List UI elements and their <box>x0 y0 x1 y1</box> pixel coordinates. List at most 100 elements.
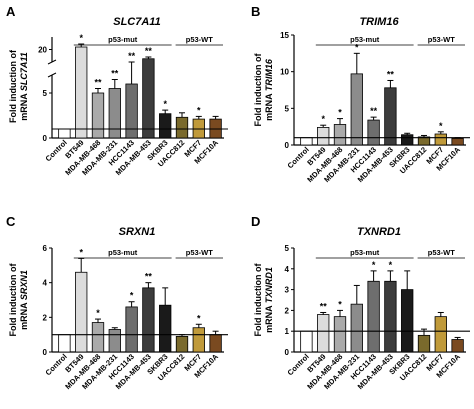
bar-bt549 <box>75 271 88 353</box>
y-tick-label: 4 <box>285 265 290 274</box>
chart-panel-b: B TRIM16 0 5 10 15 Fold induction ofmRNA TRIM1… <box>251 4 470 184</box>
significance-marker: * <box>79 33 83 43</box>
group-label-p53-wt: p53-WT <box>186 248 214 257</box>
axis-break-mark <box>47 72 57 78</box>
y-tick-label: 5 <box>285 104 290 113</box>
y-axis-label-gene: TXNRD1 <box>264 267 274 303</box>
significance-marker: * <box>355 42 359 52</box>
chart-title: SLC7A11 <box>113 16 160 28</box>
chart-panel-a: A SLC7A11 0 5 20 Fold induction ofmRNA SLC7A1… <box>6 4 228 177</box>
y-axis-label-line1: Fold induction of <box>253 263 263 337</box>
bar-hcc1143 <box>125 306 138 353</box>
group-label-p53-wt: p53-WT <box>186 35 214 44</box>
significance-marker: ** <box>387 69 395 79</box>
significance-marker: ** <box>370 106 378 116</box>
y-tick-label: 0 <box>43 134 48 143</box>
y-tick-label: 0 <box>285 141 290 150</box>
bar-control <box>300 330 313 353</box>
y-axis-label-gene: TRIM16 <box>264 58 274 91</box>
bar-mda-mb-468 <box>333 316 347 353</box>
panel-letter: B <box>251 4 260 19</box>
group-label-p53-mut: p53-mut <box>108 248 138 257</box>
group-label-p53-mut: p53-mut <box>350 35 380 44</box>
panel-letter: A <box>6 4 16 19</box>
bar-mda-mb-453 <box>142 287 155 353</box>
bar-mcf7 <box>434 316 447 353</box>
bar-bt549 <box>75 46 88 139</box>
axis-break-mark <box>47 59 57 65</box>
y-axis-label-line2: mRNA <box>19 300 29 330</box>
y-axis-label-line2: mRNA <box>264 303 274 333</box>
bar-skbr3 <box>159 304 172 353</box>
significance-marker: ** <box>320 301 328 311</box>
x-tick-label: Control <box>44 352 69 377</box>
chart-title: TRIM16 <box>359 16 399 28</box>
significance-marker: * <box>389 260 393 270</box>
significance-marker: * <box>439 121 443 131</box>
y-tick-label: 6 <box>43 244 48 253</box>
bar-control <box>300 137 313 146</box>
bar-uacc812 <box>175 116 189 139</box>
y-axis-label-gene: SRXN1 <box>19 270 29 300</box>
bar-mda-mb-231 <box>350 73 363 146</box>
significance-marker: * <box>197 105 201 115</box>
x-tick-label: Control <box>286 145 311 170</box>
significance-marker: ** <box>145 272 153 282</box>
significance-marker: * <box>321 114 325 124</box>
bar-mda-mb-453 <box>142 58 155 139</box>
y-axis-label: Fold induction ofmRNA TRIM16 <box>253 53 274 127</box>
bar-mcf10a <box>451 339 464 353</box>
y-tick-label: 0 <box>43 348 48 357</box>
significance-marker: * <box>372 260 376 270</box>
significance-marker: * <box>79 247 83 257</box>
bar-skbr3 <box>401 289 414 353</box>
y-tick-label: 1 <box>285 327 290 336</box>
group-label-p53-mut: p53-mut <box>108 35 138 44</box>
y-axis-label: Fold induction ofmRNA SLC7A11 <box>8 49 29 123</box>
bar-uacc812 <box>417 334 431 353</box>
significance-marker: ** <box>128 51 136 61</box>
bar-hcc1143 <box>367 280 380 353</box>
significance-marker: * <box>163 99 167 109</box>
bar-mcf7 <box>192 327 205 353</box>
y-tick-label: 5 <box>43 89 48 98</box>
x-tick-label: Control <box>44 138 69 163</box>
group-label-p53-mut: p53-mut <box>350 248 380 257</box>
bar-mda-mb-468 <box>91 322 105 353</box>
significance-marker: * <box>338 108 342 118</box>
significance-marker: ** <box>94 78 102 88</box>
chart-title: TXNRD1 <box>357 226 401 238</box>
y-tick-label: 10 <box>280 68 289 77</box>
bar-skbr3 <box>401 134 414 146</box>
bar-mcf7 <box>434 133 447 146</box>
y-tick-label: 4 <box>43 279 48 288</box>
y-tick-label: 20 <box>38 46 47 55</box>
bar-mda-mb-468 <box>91 92 105 139</box>
bar-mda-mb-231 <box>108 329 121 353</box>
bar-mcf10a <box>451 137 464 146</box>
bar-uacc812 <box>175 335 189 353</box>
bar-hcc1143 <box>125 83 138 139</box>
panel-letter: D <box>251 214 260 229</box>
bar-hcc1143 <box>367 119 380 146</box>
y-tick-label: 3 <box>285 286 290 295</box>
y-tick-label: 15 <box>280 31 289 40</box>
y-axis-label-line1: Fold induction of <box>8 263 18 337</box>
bar-control <box>58 334 71 353</box>
significance-marker: ** <box>145 46 153 56</box>
y-axis-label-line1: Fold induction of <box>253 53 263 127</box>
bar-mda-mb-231 <box>108 88 121 139</box>
y-axis-label-line1: Fold induction of <box>8 49 18 123</box>
y-axis-label-line2: mRNA <box>264 91 274 121</box>
significance-marker: * <box>96 308 100 318</box>
significance-marker: * <box>338 299 342 309</box>
bar-mda-mb-453 <box>384 87 397 146</box>
y-axis-label: Fold induction ofmRNA TXNRD1 <box>253 263 274 337</box>
bar-mda-mb-468 <box>333 124 347 146</box>
bar-mda-mb-231 <box>350 303 363 353</box>
group-label-p53-wt: p53-WT <box>428 35 456 44</box>
bar-bt549 <box>317 314 330 353</box>
significance-marker: * <box>130 291 134 301</box>
y-axis-label: Fold induction ofmRNA SRXN1 <box>8 263 29 337</box>
